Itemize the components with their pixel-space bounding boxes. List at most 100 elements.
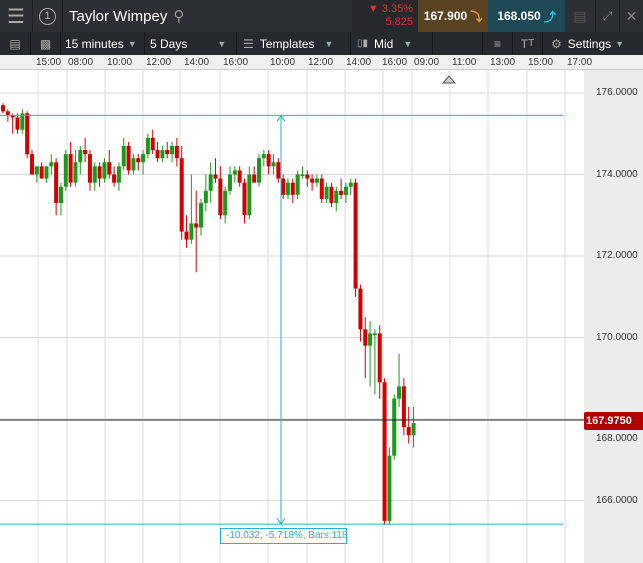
search-icon[interactable]: ⚲ <box>173 8 185 25</box>
candle-body <box>290 182 295 195</box>
candle-body <box>68 154 73 183</box>
candle-body <box>97 166 102 179</box>
chevron-down-icon: ▼ <box>615 38 625 49</box>
time-label: 12:00 <box>308 57 334 68</box>
candle-body <box>203 190 208 204</box>
candle-body <box>343 186 348 195</box>
instrument[interactable]: Taylor Wimpey ⚲ <box>62 0 202 32</box>
candle-body <box>15 117 20 130</box>
interval-dropdown[interactable]: 15 minutes ▼ <box>60 32 144 55</box>
candle-body <box>285 182 290 195</box>
price-label: 176.0000 <box>596 87 638 98</box>
buy-button[interactable]: 168.050 ⤴ <box>488 0 565 32</box>
price-chart[interactable] <box>0 70 584 563</box>
candle-body <box>25 113 30 155</box>
window-number-badge[interactable]: 1 <box>32 0 62 32</box>
price-label: 166.0000 <box>596 494 638 506</box>
change-box: ▼ 3.35% 5.825 <box>352 0 418 32</box>
candle-body <box>44 166 49 179</box>
menu-icon[interactable]: ☰ <box>7 5 25 28</box>
candle-body <box>276 162 281 179</box>
candle-body <box>20 113 25 130</box>
price-label: 170.0000 <box>596 331 638 343</box>
candle-body <box>150 137 155 151</box>
candle-body <box>228 174 233 191</box>
candle-body <box>401 386 406 428</box>
price-label: 174.0000 <box>596 168 638 180</box>
range-dropdown[interactable]: 5 Days ▼ <box>144 32 236 55</box>
candle-body <box>397 386 402 399</box>
candle-body <box>5 111 10 116</box>
instrument-title: Taylor Wimpey <box>69 7 168 25</box>
candle-body <box>184 231 189 240</box>
candle-body <box>141 154 146 163</box>
time-label: 15:00 <box>528 57 554 68</box>
arrow-down-icon <box>276 517 286 526</box>
measurement-label: -10.032, -5.718%, Bars:118 <box>220 528 348 544</box>
down-arrow-icon: ▼ <box>367 3 379 15</box>
price-scale-icon[interactable]: ≡ <box>482 32 512 55</box>
time-label: 09:00 <box>414 57 440 68</box>
sell-button[interactable]: 167.900 ⤵ <box>418 0 488 32</box>
candle-body <box>170 145 175 155</box>
templates-icon: ☰ <box>243 36 254 51</box>
candle-body <box>78 150 83 163</box>
candle-body <box>377 333 382 383</box>
price-type-dropdown[interactable]: ▯▮ Mid ▼ <box>350 32 432 55</box>
candle-body <box>382 382 387 521</box>
close-icon[interactable]: ✕ <box>619 0 643 32</box>
time-label: 16:00 <box>223 57 249 68</box>
candle-body <box>208 174 213 191</box>
candle-body <box>112 174 117 183</box>
depth-icon[interactable]: ▤ <box>573 7 587 24</box>
price-axis[interactable] <box>584 70 643 563</box>
candle-body <box>256 158 261 183</box>
gear-icon: ⚙ <box>551 36 562 51</box>
candle-body <box>334 190 339 204</box>
candle-body <box>324 186 329 199</box>
chevron-down-icon: ▼ <box>217 38 227 49</box>
candle-body <box>54 162 59 204</box>
toolbar-blank <box>432 32 482 55</box>
candle-body <box>189 223 194 240</box>
candle-body <box>121 145 126 167</box>
price-label: 168.0000 <box>596 433 638 444</box>
candle-body <box>199 203 204 228</box>
candle-body <box>223 190 228 216</box>
candle-body <box>107 162 112 175</box>
candle-body <box>339 190 344 195</box>
arrow-up-icon <box>276 114 286 122</box>
candle-body <box>358 288 363 330</box>
time-label: 08:00 <box>68 57 94 68</box>
candle-body <box>329 186 334 204</box>
candle-body <box>194 223 199 228</box>
candle-body <box>266 154 271 167</box>
templates-dropdown[interactable]: ☰ Templates ▼ <box>236 32 350 55</box>
candle-body <box>136 158 141 163</box>
time-label: 14:00 <box>184 57 210 68</box>
candle-body <box>252 174 257 183</box>
time-label: 15:00 <box>36 57 62 68</box>
sell-arrow-icon: ⤵ <box>470 9 483 24</box>
candle-body <box>92 166 97 183</box>
candle-body <box>363 329 368 346</box>
layout-icon[interactable]: ▩ <box>30 32 60 55</box>
candle-body <box>126 145 131 171</box>
candle-body <box>305 174 310 179</box>
settings-dropdown[interactable]: ⚙ Settings ▼ <box>542 32 643 55</box>
candle-body <box>116 166 121 183</box>
candle-body <box>39 166 44 179</box>
candle-body <box>34 166 39 175</box>
candle-body <box>174 145 179 159</box>
candle-body <box>218 178 223 216</box>
list-icon[interactable]: ▤ <box>9 36 21 51</box>
candle-body <box>387 455 392 521</box>
candle-body <box>49 162 54 167</box>
candle-body <box>348 182 353 187</box>
expand-icon[interactable]: ⤢ <box>595 0 619 32</box>
candle-body <box>213 174 218 179</box>
candle-body <box>232 170 237 175</box>
candle-body <box>73 162 78 183</box>
time-label: 16:00 <box>382 57 408 68</box>
